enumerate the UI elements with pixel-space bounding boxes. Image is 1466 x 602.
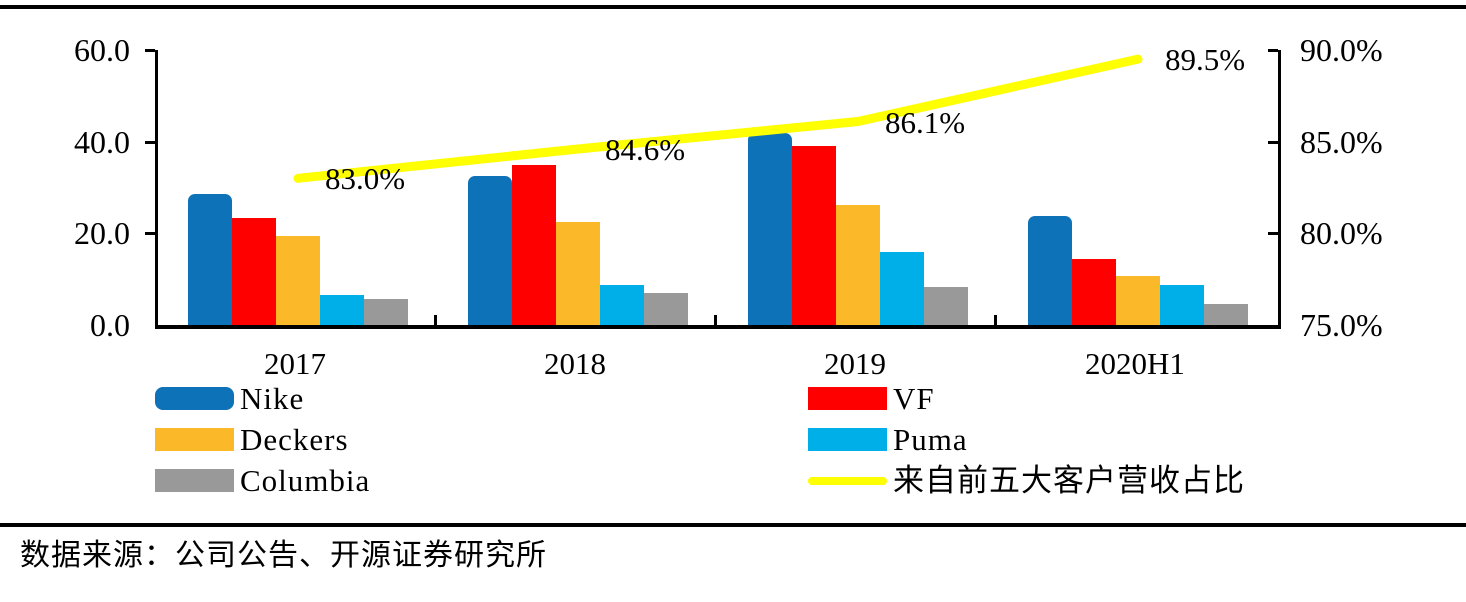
bottom-divider [0, 523, 1466, 527]
left-axis-label-60.0: 60.0 [74, 32, 130, 68]
bar-Deckers-2018 [555, 221, 601, 325]
bar-VF-2018 [511, 164, 556, 325]
bar-Nike-2017 [187, 194, 232, 325]
chart-plot-area [155, 50, 1281, 329]
legend-item-来自前五大客户营收占比: 来自前五大客户营收占比 [808, 463, 1245, 498]
legend-item-VF: VF [808, 381, 1245, 416]
x-axis-boundary-tick [714, 315, 717, 325]
legend-item-Deckers: Deckers [155, 422, 370, 457]
legend-color-swatch [155, 387, 234, 410]
bar-Nike-2019 [747, 132, 792, 325]
x-axis-boundary-tick [994, 315, 997, 325]
legend-item-Puma: Puma [808, 422, 1245, 457]
legend-color-swatch [155, 469, 234, 492]
bar-Columbia-2019 [924, 287, 969, 325]
bar-Nike-2020H1 [1027, 216, 1072, 325]
bar-VF-2020H1 [1071, 258, 1116, 325]
bar-Deckers-2017 [275, 235, 321, 325]
bar-Deckers-2020H1 [1115, 275, 1161, 325]
top-divider [0, 5, 1466, 9]
source-note: 数据来源：公司公告、开源证券研究所 [20, 539, 547, 572]
right-axis-label-85.0%: 85.0% [1300, 123, 1383, 160]
right-axis-tick [1268, 232, 1278, 236]
legend-column-right: VF Puma 来自前五大客户营收占比 [808, 381, 1245, 498]
legend-label: Deckers [240, 422, 349, 457]
x-axis-label-2019: 2019 [824, 346, 886, 381]
left-axis-tick [145, 232, 155, 236]
bar-Puma-2017 [320, 295, 365, 325]
bar-Nike-2018 [467, 176, 512, 325]
legend-color-swatch [155, 428, 234, 451]
line-data-label-2019: 86.1% [885, 104, 966, 140]
right-axis-label-90.0%: 90.0% [1300, 32, 1383, 68]
legend-item-Nike: Nike [155, 381, 370, 416]
right-axis-tick [1268, 140, 1278, 144]
legend-line-swatch [808, 476, 887, 485]
right-axis-label-75.0%: 75.0% [1300, 307, 1383, 343]
left-axis-label-20.0: 20.0 [74, 215, 130, 252]
legend-label: Puma [893, 422, 968, 457]
x-axis-label-2018: 2018 [544, 346, 606, 381]
right-axis-label-80.0%: 80.0% [1300, 215, 1383, 252]
legend-label: Nike [240, 381, 305, 416]
line-data-label-2018: 84.6% [605, 132, 686, 167]
legend-label: 来自前五大客户营收占比 [893, 463, 1245, 498]
bar-Puma-2020H1 [1160, 284, 1205, 325]
legend-color-swatch [808, 428, 887, 451]
x-axis-label-2017: 2017 [264, 346, 326, 381]
left-axis-label-0.0: 0.0 [90, 307, 130, 343]
legend-color-swatch [808, 387, 887, 410]
bar-Puma-2018 [600, 284, 645, 325]
bar-Columbia-2017 [364, 298, 409, 325]
bar-Deckers-2019 [835, 204, 881, 325]
top5-customer-share-line [293, 54, 1143, 183]
bar-Puma-2019 [880, 252, 925, 325]
left-axis-tick [145, 49, 155, 52]
legend-label: Columbia [240, 463, 371, 498]
left-axis-tick [145, 140, 155, 144]
legend-label: VF [893, 381, 935, 416]
bar-Columbia-2020H1 [1204, 304, 1249, 325]
bar-Columbia-2018 [644, 292, 689, 325]
right-axis-tick [1268, 49, 1278, 52]
x-axis-label-2020H1: 2020H1 [1085, 346, 1185, 381]
legend-item-Columbia: Columbia [155, 463, 371, 498]
legend-column-left: Nike Deckers Columbia [155, 381, 371, 498]
bar-VF-2019 [791, 146, 836, 325]
line-data-label-2020H1: 89.5% [1165, 42, 1246, 78]
line-data-label-2017: 83.0% [325, 161, 406, 197]
left-axis-label-40.0: 40.0 [74, 123, 130, 160]
bar-VF-2017 [231, 218, 276, 325]
x-axis-boundary-tick [434, 315, 437, 325]
